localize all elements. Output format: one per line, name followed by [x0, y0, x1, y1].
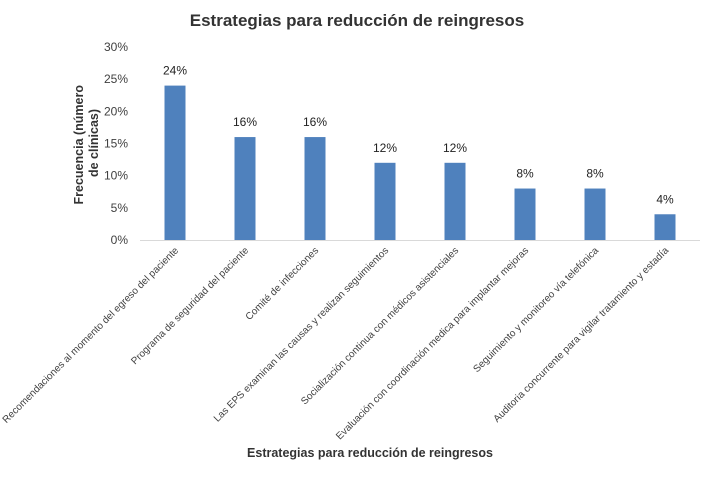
- data-label: 16%: [233, 115, 257, 129]
- y-tick-label: 25%: [104, 72, 128, 86]
- bars: [164, 85, 676, 240]
- data-label: 12%: [373, 141, 397, 155]
- chart-title: Estrategias para reducción de reingresos: [190, 11, 524, 30]
- data-label: 12%: [443, 141, 467, 155]
- data-label: 8%: [586, 167, 604, 181]
- y-axis-title-line-2: de clínicas): [87, 109, 101, 177]
- y-tick-label: 20%: [104, 104, 128, 118]
- bar: [234, 137, 256, 240]
- category-label: Seguimiento y monitoreo vía telefónica: [471, 245, 601, 375]
- y-tick-label: 15%: [104, 137, 128, 151]
- y-axis-title: Frecuencia (número de clínicas): [72, 82, 101, 205]
- y-tick-label: 30%: [104, 40, 128, 54]
- y-axis-ticks: 0% 5% 10% 15% 20% 25% 30%: [104, 40, 128, 247]
- bar: [374, 162, 396, 240]
- bar: [654, 214, 676, 240]
- category-label: Socialización continua con médicos asist…: [299, 245, 461, 407]
- y-tick-label: 10%: [104, 169, 128, 183]
- bar: [444, 162, 466, 240]
- data-label: 8%: [516, 167, 534, 181]
- data-label: 4%: [656, 192, 674, 206]
- x-axis-title: Estrategias para reducción de reingresos: [247, 446, 493, 460]
- category-labels: Recomendaciones al momento del egreso de…: [1, 245, 672, 442]
- bar: [304, 137, 326, 240]
- y-tick-label: 5%: [111, 201, 129, 215]
- bar: [164, 85, 186, 240]
- data-label: 24%: [163, 64, 187, 78]
- y-axis-title-line-1: Frecuencia (número: [72, 85, 86, 205]
- data-labels: 24% 16% 16% 12% 12% 8% 8% 4%: [163, 64, 674, 207]
- y-tick-label: 0%: [111, 233, 129, 247]
- data-label: 16%: [303, 115, 327, 129]
- category-label: Comité de infecciones: [244, 245, 321, 322]
- bar: [514, 188, 536, 240]
- category-label: Programa de seguridad del paciente: [129, 245, 251, 367]
- bar: [584, 188, 606, 240]
